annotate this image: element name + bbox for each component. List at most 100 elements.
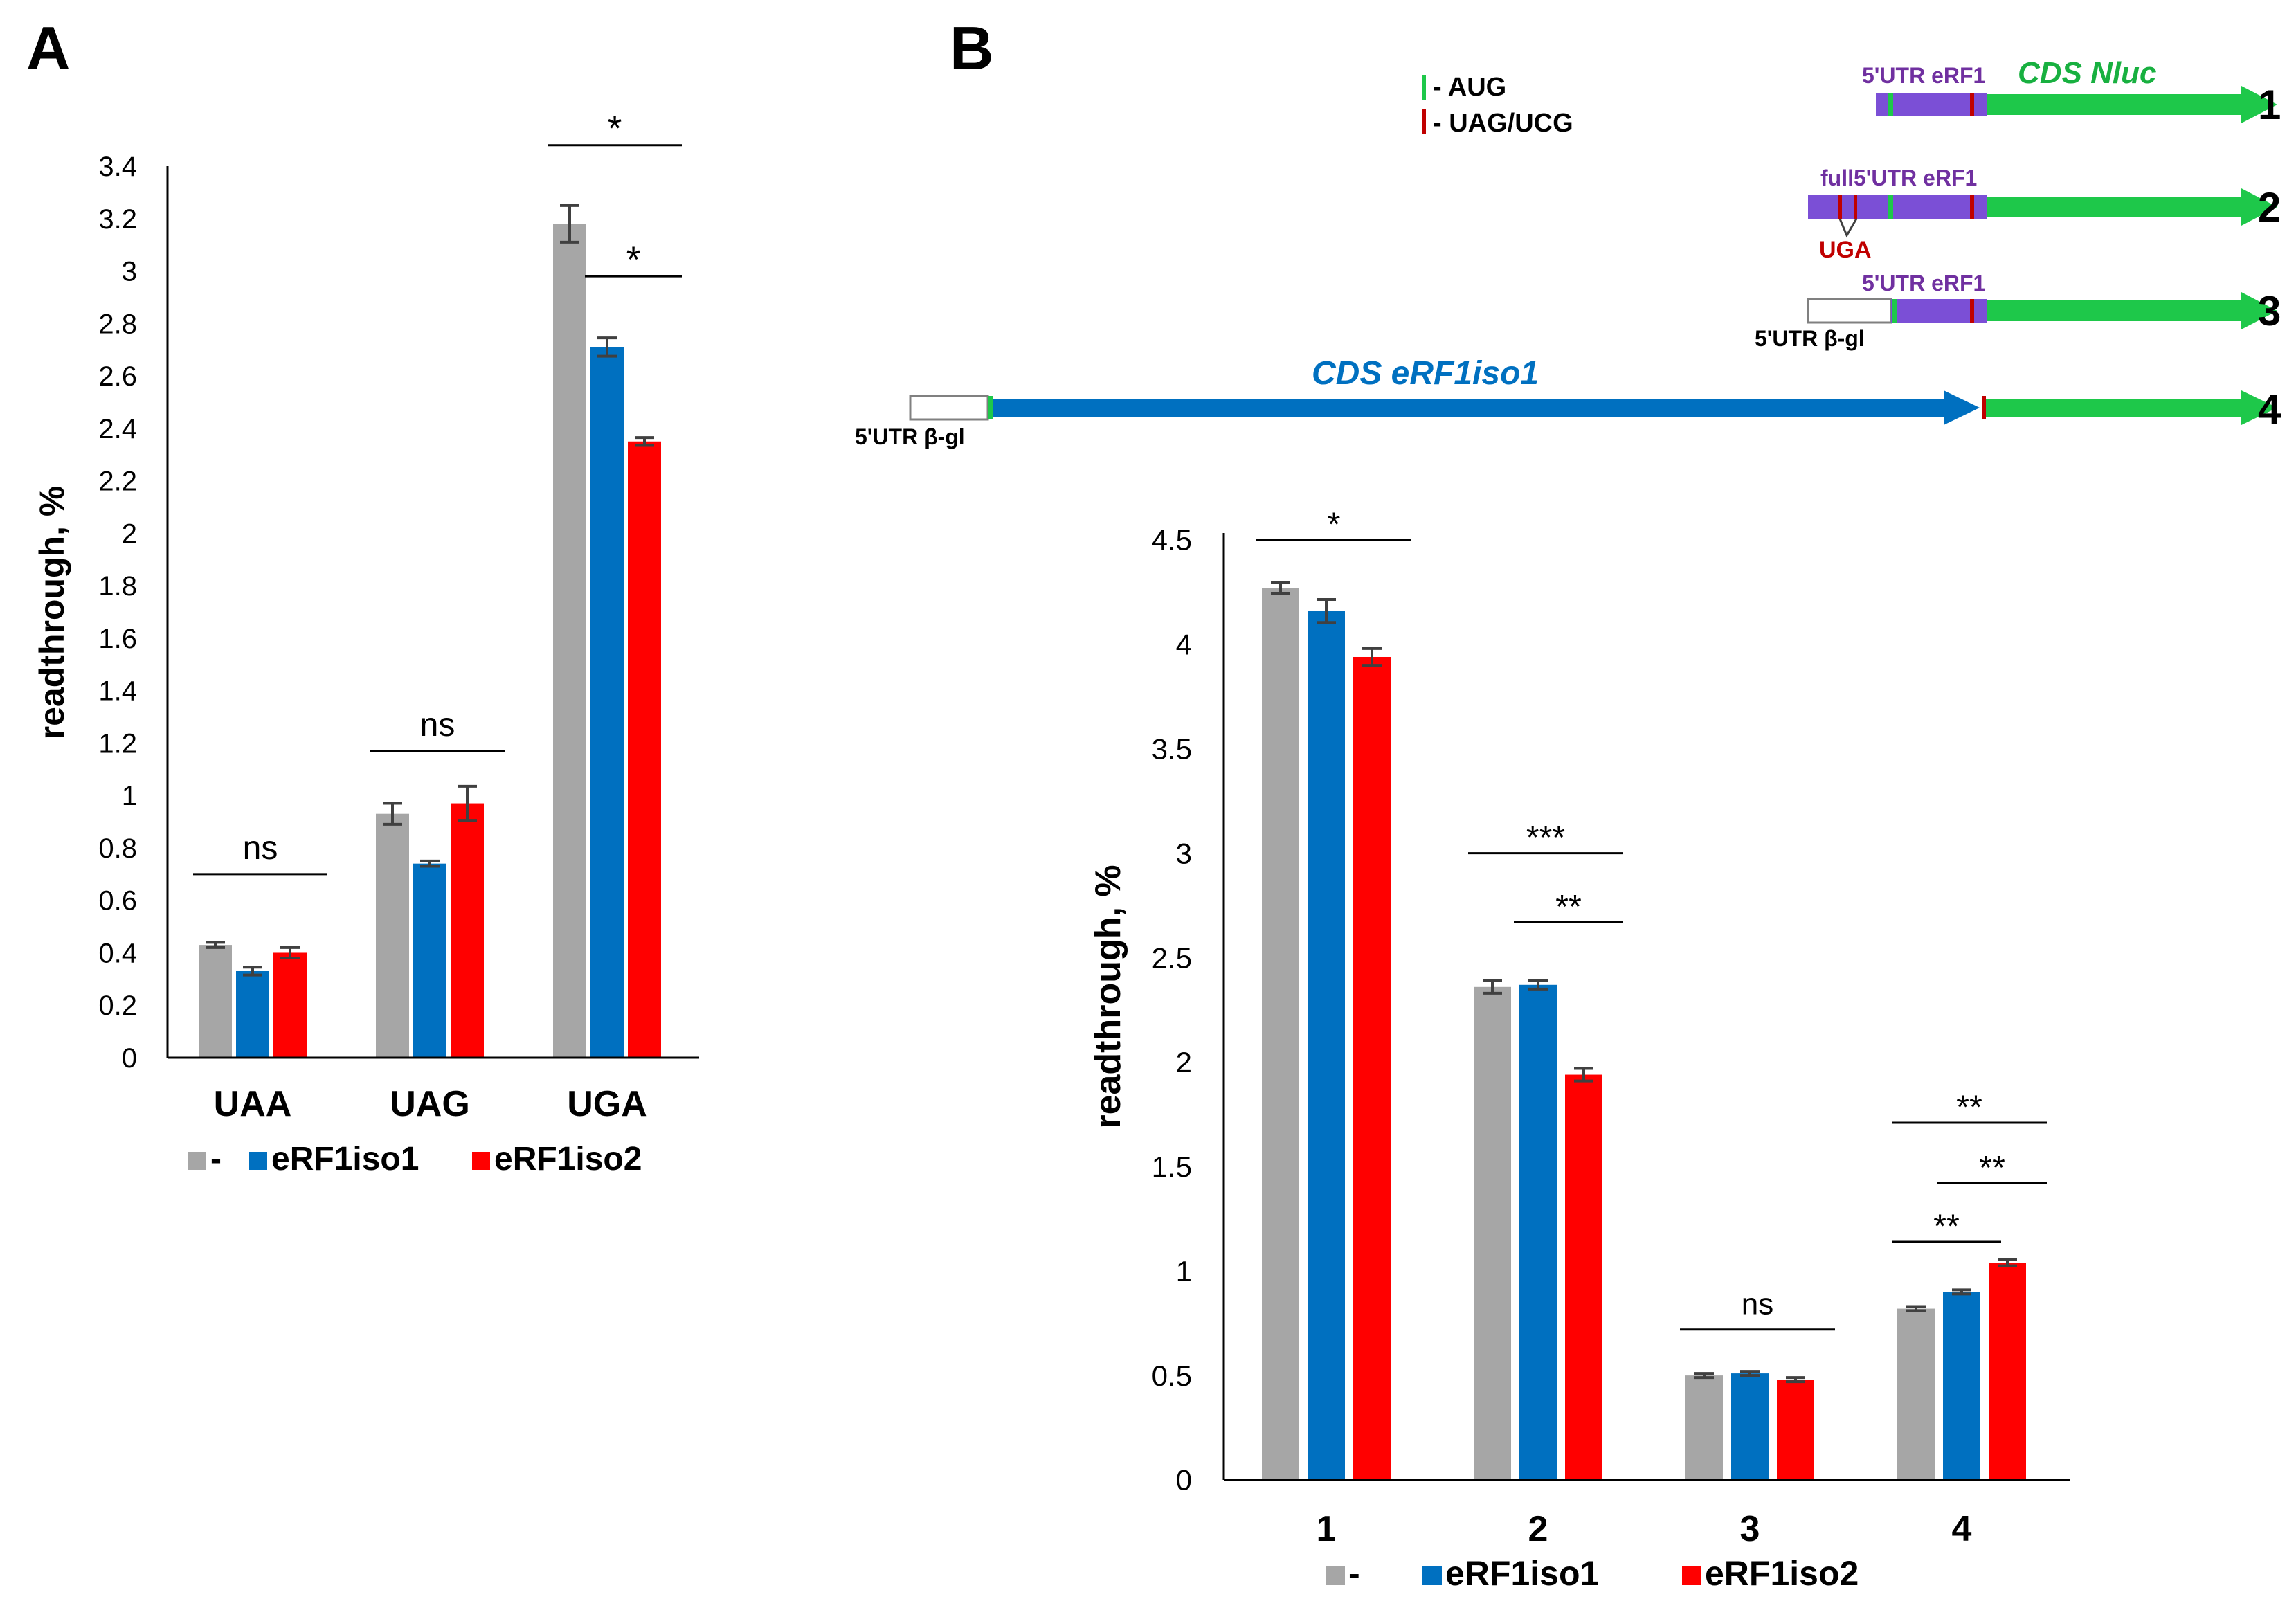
chart-a-axes (166, 166, 699, 1059)
construct-1: 5'UTR eRF1 CDS Nluc 1 (1862, 56, 2281, 128)
construct-4-erf1-cds (993, 399, 1945, 417)
chart-a-ytick-label: 1.6 (98, 624, 137, 654)
construct-2-utr-label: full5'UTR eRF1 (1820, 165, 1977, 190)
chart-b-legend-swatch (1682, 1566, 1701, 1585)
stop-legend-label: - UAG/UCG (1433, 109, 1573, 138)
chart-a-ytick-label: 0.4 (98, 938, 137, 968)
chart-b-bar (1897, 1308, 1935, 1480)
chart-a-legend-swatch (249, 1152, 267, 1170)
chart-a-bar (628, 441, 661, 1058)
chart-b-legend: - eRF1iso1 eRF1iso2 (1326, 1554, 1859, 1593)
chart-b-bar (1353, 656, 1391, 1480)
chart-a-ytick-label: 1.4 (98, 676, 137, 707)
chart-b-bars (1262, 588, 2026, 1480)
chart-b-sig-label: * (1328, 506, 1341, 543)
chart-a-bars (199, 224, 661, 1058)
chart-b-sig-label: ** (1933, 1208, 1960, 1245)
chart-b-legend-label: eRF1iso2 (1705, 1554, 1859, 1593)
chart-a-ytick-label: 0.8 (98, 833, 137, 864)
chart-a-ytick-label: 2.2 (98, 467, 137, 497)
chart-a-xtick-label: UGA (567, 1084, 647, 1124)
construct-3-number: 3 (2258, 288, 2281, 334)
chart-b-ytick-label: 0 (1176, 1464, 1192, 1497)
chart-a-ytick-label: 0.6 (98, 886, 137, 916)
chart-b-xticks: 1 2 3 4 (1317, 1509, 1972, 1549)
chart-a-xticks: UAA UAG UGA (214, 1084, 647, 1124)
chart-a: ns ns * * 0 0.2 0.4 0.6 0.8 1 1.2 1.4 1.6 1.8 2 2.2 2.4… (33, 109, 699, 1177)
construct-2-arrowhead (2241, 188, 2277, 226)
chart-b-legend-swatch (1422, 1566, 1442, 1585)
chart-b-bar (1565, 1074, 1602, 1480)
chart-a-ytick-label: 2 (122, 518, 137, 549)
chart-b-xtick-label: 3 (1740, 1509, 1760, 1549)
chart-b-ytick-label: 0.5 (1152, 1359, 1192, 1392)
chart-b-errors (1271, 581, 2017, 1384)
chart-a-xtick-label: UAA (214, 1084, 292, 1124)
chart-b-ytick-label: 1.5 (1152, 1150, 1192, 1183)
chart-b-bar (1777, 1380, 1814, 1480)
chart-a-bar (413, 863, 446, 1058)
chart-a-sig-label: ns (243, 830, 278, 867)
construct-1-cds (1987, 94, 2243, 115)
chart-a-ytick-label: 3.4 (98, 152, 137, 182)
construct-1-utr-label: 5'UTR eRF1 (1862, 63, 1985, 88)
chart-b-legend-label: - (1348, 1554, 1360, 1593)
chart-b-bar (1262, 588, 1299, 1480)
construct-1-number: 1 (2258, 82, 2281, 128)
chart-a-sig-label: ns (420, 707, 455, 743)
chart-a-ytick-label: 3.2 (98, 204, 137, 235)
chart-a-legend-label: eRF1iso2 (494, 1141, 642, 1177)
chart-a-bar (376, 813, 409, 1058)
construct-1-cds-label: CDS Nluc (2018, 56, 2156, 90)
chart-a-bar (273, 952, 307, 1058)
chart-a-sig-label: * (626, 240, 641, 280)
chart-b-bar (1519, 984, 1557, 1480)
aug-legend-mark (1422, 75, 1426, 100)
panel-a-letter: A (26, 14, 71, 82)
chart-b-ytick-label: 3 (1176, 837, 1192, 869)
chart-a-bar (236, 970, 269, 1058)
chart-a-errors (206, 204, 654, 977)
construct-2-uga-label: UGA (1819, 237, 1872, 263)
chart-b-ytick-label: 2 (1176, 1046, 1192, 1078)
chart-b-sig-label: ns (1742, 1288, 1773, 1321)
chart-b-sig-label: ** (1555, 888, 1582, 925)
chart-a-yticks: 0 0.2 0.4 0.6 0.8 1 1.2 1.4 1.6 1.8 2 2.2 2.4 2.6 2.8 3… (98, 152, 137, 1074)
chart-b-bar (1943, 1292, 1980, 1480)
chart-b-bar (1474, 986, 1511, 1480)
chart-b-xtick-label: 4 (1952, 1509, 1972, 1549)
chart-b-legend-label: eRF1iso1 (1445, 1554, 1599, 1593)
chart-b-ytick-label: 4.5 (1152, 524, 1192, 557)
chart-a-bar (590, 347, 624, 1058)
chart-a-ytick-label: 1 (122, 781, 137, 811)
aug-legend-label: - AUG (1433, 73, 1506, 102)
chart-a-ytick-label: 0 (122, 1043, 137, 1074)
construct-3-bgl (1807, 298, 1892, 324)
chart-b-ylabel: readthrough, % (1088, 865, 1128, 1128)
chart-a-ytick-label: 1.2 (98, 728, 137, 759)
chart-a-legend-swatch (188, 1152, 206, 1170)
chart-b-sig-label: *** (1526, 820, 1566, 857)
chart-b-xtick-label: 1 (1317, 1509, 1337, 1549)
construct-4-number: 4 (2258, 386, 2281, 433)
construct-4-arrowhead (2241, 390, 2277, 425)
chart-a-ytick-label: 1.8 (98, 571, 137, 602)
chart-b-ytick-label: 1 (1176, 1255, 1192, 1288)
construct-2-number: 2 (2258, 184, 2281, 231)
chart-b-bar (1989, 1263, 2026, 1480)
chart-b-sig: ******ns****** (1256, 506, 2047, 1331)
chart-a-bar (451, 803, 484, 1058)
chart-b-sig-label: ** (1956, 1089, 1982, 1126)
chart-a-bar (553, 224, 586, 1058)
construct-3-cds (1987, 300, 2243, 321)
panel-b-letter: B (950, 14, 994, 82)
construct-4-bgl (909, 395, 989, 421)
construct-2-cds (1987, 197, 2243, 217)
chart-b-legend-swatch (1326, 1566, 1345, 1585)
chart-a-ytick-label: 2.6 (98, 361, 137, 392)
chart-a-ytick-label: 0.2 (98, 991, 137, 1021)
chart-b-ytick-label: 4 (1176, 629, 1192, 661)
construct-4-erf1-arrowhead (1944, 390, 1980, 425)
